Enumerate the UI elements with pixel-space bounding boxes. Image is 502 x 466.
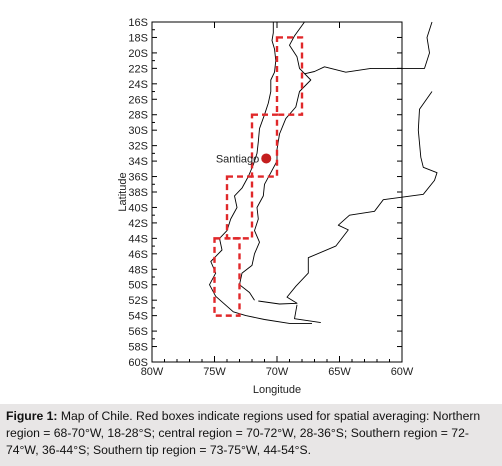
lat-tick-label: 38S — [128, 187, 148, 199]
lat-tick-label: 50S — [128, 280, 148, 292]
lat-tick-label: 30S — [128, 125, 148, 137]
tierra-del-fuego — [294, 304, 321, 324]
lat-tick-label: 58S — [128, 342, 148, 354]
lat-tick-label: 22S — [128, 63, 148, 75]
lat-tick-label: 56S — [128, 326, 148, 338]
lon-tick-label: 75W — [203, 366, 226, 378]
coastline — [209, 21, 438, 324]
lat-tick-label: 54S — [128, 311, 148, 323]
lat-tick-label: 32S — [128, 141, 148, 153]
lat-tick-label: 42S — [128, 218, 148, 230]
santiago-dot — [261, 153, 272, 164]
region-boxes — [213, 36, 304, 317]
lat-tick-label: 28S — [128, 110, 148, 122]
city-marker: Santiago — [216, 153, 272, 165]
santiago-label: Santiago — [216, 153, 259, 165]
caption-text: Map of Chile. Red boxes indicate regions… — [6, 409, 481, 457]
region-box — [213, 237, 241, 317]
x-axis-title: Longitude — [253, 384, 301, 396]
lat-tick-label: 40S — [128, 202, 148, 214]
lon-tick-label: 70W — [266, 366, 289, 378]
bolivia-border — [304, 21, 433, 75]
lat-tick-label: 48S — [128, 264, 148, 276]
y-axis-title: Latitude — [117, 172, 129, 211]
pacific-coast — [209, 22, 312, 324]
region-box — [225, 175, 254, 240]
andes-border — [239, 21, 312, 301]
lat-tick-label: 24S — [128, 79, 148, 91]
figure-caption: Figure 1: Map of Chile. Red boxes indica… — [0, 404, 502, 466]
lat-tick-label: 34S — [128, 156, 148, 168]
lon-tick-label: 65W — [328, 366, 351, 378]
argentina-coast — [258, 91, 438, 305]
region-box — [275, 36, 304, 116]
lat-tick-label: 44S — [128, 233, 148, 245]
caption-lead: Figure 1: — [6, 409, 58, 423]
lat-tick-label: 18S — [128, 32, 148, 44]
lon-tick-label: 80W — [141, 366, 164, 378]
map-figure: Santiago 16S 18S 20S 22S 24S 26S 28S 30S 32S 34S 3… — [117, 17, 438, 396]
lat-tick-label: 52S — [128, 295, 148, 307]
lon-tick-label: 60W — [391, 366, 414, 378]
lat-tick-label: 36S — [128, 172, 148, 184]
longitude-axis: 80W 75W 70W 65W 60W — [141, 22, 414, 378]
lat-tick-label: 26S — [128, 94, 148, 106]
lat-tick-label: 60S — [128, 357, 148, 369]
map-frame — [151, 21, 403, 363]
region-box — [250, 113, 279, 178]
lat-tick-label: 20S — [128, 48, 148, 60]
lat-tick-label: 46S — [128, 249, 148, 261]
latitude-axis: 16S 18S 20S 22S 24S 26S 28S 30S 32S 34S 36S 38S 40S 4… — [128, 17, 402, 369]
lat-tick-label: 16S — [128, 17, 148, 29]
